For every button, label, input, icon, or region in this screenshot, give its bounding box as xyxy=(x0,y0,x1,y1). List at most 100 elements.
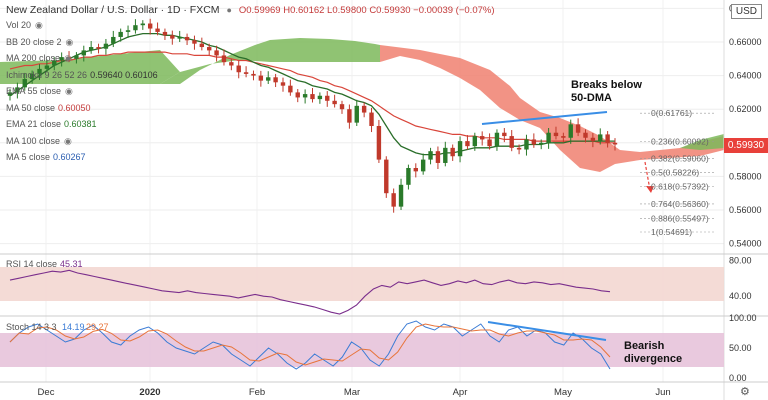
candle-body xyxy=(347,109,352,123)
fib-label: 0.764(0.56360) xyxy=(651,199,709,209)
currency-label[interactable]: USD xyxy=(730,4,762,19)
candle-body xyxy=(103,43,109,49)
rsi-value: 45.31 xyxy=(60,259,83,269)
candle-body xyxy=(251,73,256,76)
rsi-label: RSI 14 close xyxy=(6,259,57,269)
candle-body xyxy=(96,47,101,49)
candle-body xyxy=(465,141,470,147)
visibility-eye-icon[interactable]: ◉ xyxy=(64,135,72,146)
candle-body xyxy=(502,132,507,137)
symbol-title[interactable]: New Zealand Dollar / U.S. Dollar · 1D · … xyxy=(6,4,220,16)
ohlc-readout: O0.59969 H0.60162 L0.59800 C0.59930 −0.0… xyxy=(238,5,495,16)
candle-body xyxy=(59,57,64,61)
fib-label: 1(0.54691) xyxy=(651,227,692,237)
candle-body xyxy=(177,36,182,39)
last-price-tag: 0.59930 xyxy=(724,138,768,153)
candle-body xyxy=(280,82,286,86)
candle-body xyxy=(266,77,271,81)
candle-body xyxy=(384,159,389,194)
time-axis-label: Jun xyxy=(655,387,670,398)
legend-item-value: 0.59640 0.60106 xyxy=(90,69,158,80)
annotation-divergence-line2: divergence xyxy=(624,353,682,365)
candle-body xyxy=(44,65,50,69)
legend-item[interactable]: MA 200 close ◉ xyxy=(6,53,72,64)
legend-item-value: 0.60381 xyxy=(64,119,97,129)
candle-body xyxy=(214,50,219,56)
candle-body xyxy=(413,168,418,172)
candle-body xyxy=(221,55,227,63)
candle-body xyxy=(207,47,212,51)
stoch-k-line xyxy=(9,320,611,370)
candle-body xyxy=(354,105,359,123)
candle-body xyxy=(509,136,514,148)
ma50-line xyxy=(9,51,615,144)
candle-body xyxy=(568,124,573,138)
candle-body xyxy=(140,23,146,26)
candle-body xyxy=(229,62,234,66)
time-axis-label: Mar xyxy=(344,387,360,398)
legend-item-label: BB 20 close 2 xyxy=(6,36,62,47)
legend-item-label: MA 5 close xyxy=(6,152,51,162)
price-axis-label: 0.58000 xyxy=(729,171,762,181)
ichimoku-cloud-green-end xyxy=(680,134,724,150)
fib-label: 0.5(0.58226) xyxy=(651,168,699,178)
annotation-breaks-line2: 50-DMA xyxy=(571,92,612,104)
candle-body xyxy=(487,139,492,147)
stoch-axis-label: 0.00 xyxy=(729,373,747,383)
legend-item[interactable]: Ichimoku 9 26 52 26 0.59640 0.60106 xyxy=(6,70,158,80)
candle-body xyxy=(531,139,537,145)
candle-body xyxy=(147,23,153,29)
divergence-trendline xyxy=(487,321,607,341)
candle-body xyxy=(74,55,79,59)
candle-body xyxy=(369,112,374,126)
chart-header: New Zealand Dollar / U.S. Dollar · 1D · … xyxy=(6,4,495,16)
candle-body xyxy=(81,50,86,56)
visibility-eye-icon[interactable]: ◉ xyxy=(65,86,73,96)
candle-body xyxy=(539,142,544,145)
legend-item[interactable]: MA 100 close ◉ xyxy=(6,136,72,147)
candle-body xyxy=(236,65,241,73)
visibility-eye-icon[interactable]: ◉ xyxy=(35,20,43,30)
legend-item[interactable]: BB 20 close 2 ◉ xyxy=(6,37,73,48)
candle-body xyxy=(302,94,308,98)
legend-item[interactable]: Vol 20 ◉ xyxy=(6,20,43,31)
visibility-eye-icon[interactable]: ◉ xyxy=(65,36,74,47)
candle-body xyxy=(443,147,448,163)
candle-body xyxy=(332,100,337,105)
candle-body xyxy=(288,85,293,93)
candle-body xyxy=(391,193,396,207)
stoch-k-value: 14.19 xyxy=(62,322,85,332)
settings-dot-icon[interactable]: ● xyxy=(226,5,232,15)
candle-body xyxy=(546,132,551,143)
legend-item-label: MA 100 close xyxy=(6,135,61,146)
price-axis-label: 0.64000 xyxy=(729,71,762,81)
rsi-axis-label: 80.00 xyxy=(729,255,752,265)
candle-body xyxy=(583,132,588,138)
legend-item[interactable]: EMA 21 close 0.60381 xyxy=(6,119,97,129)
legend-item-label: MA 200 close xyxy=(6,53,61,63)
stoch-axis-label: 50.00 xyxy=(729,343,752,353)
candle-body xyxy=(450,147,455,157)
legend-item[interactable]: MA 5 close 0.60267 xyxy=(6,152,86,162)
legend-item-label: Vol 20 xyxy=(6,20,32,30)
fib-label: 0.886(0.55497) xyxy=(651,213,709,223)
candle-body xyxy=(125,30,131,32)
candle-body xyxy=(111,36,116,44)
legend-item-label: EMA 55 close xyxy=(6,86,62,96)
candle-body xyxy=(199,43,205,48)
legend-item[interactable]: MA 50 close 0.60050 xyxy=(6,103,91,113)
stoch-label: Stoch 14 3 3 xyxy=(6,322,57,332)
rsi-line xyxy=(9,269,611,315)
settings-gear-icon[interactable]: ⚙ xyxy=(740,385,750,398)
candle-body xyxy=(435,151,441,163)
annotation-divergence-line1: Bearish xyxy=(624,340,665,352)
candle-body xyxy=(325,95,330,101)
candle-body xyxy=(406,168,411,185)
candle-body xyxy=(494,132,500,147)
candle-body xyxy=(258,75,264,81)
candle-body xyxy=(398,184,404,207)
visibility-eye-icon[interactable]: ◉ xyxy=(64,53,72,63)
ichimoku-cloud-red xyxy=(380,45,724,172)
legend-item[interactable]: EMA 55 close ◉ xyxy=(6,86,73,97)
